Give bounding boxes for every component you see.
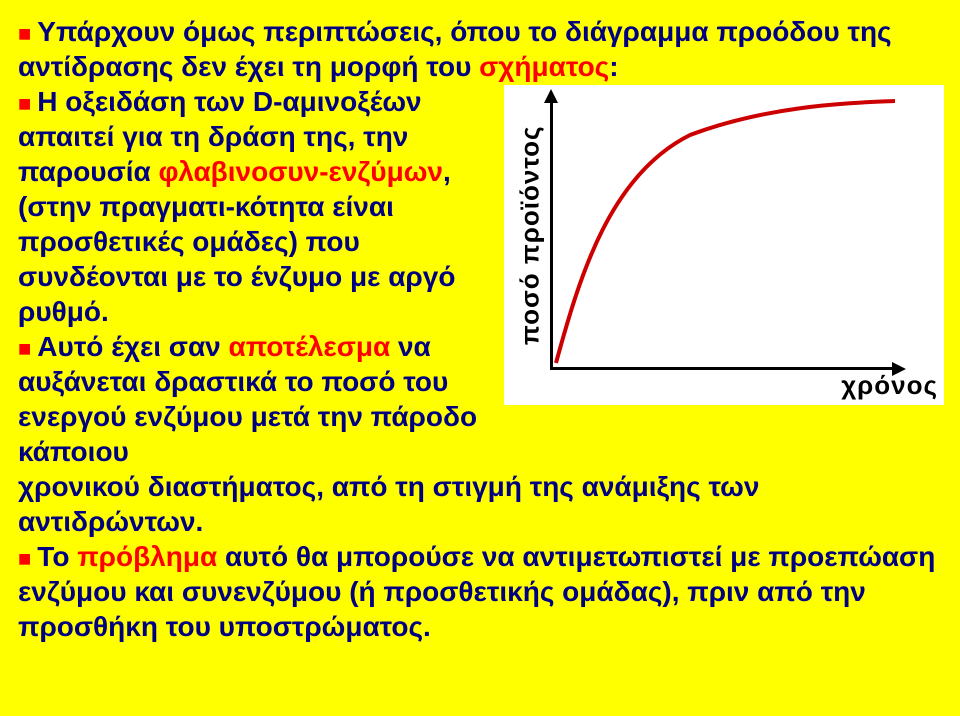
chart-curve-svg (550, 95, 900, 370)
bullet-marker-icon: ■ (18, 546, 31, 571)
y-axis-label: ποσό προϊόντος (514, 125, 547, 345)
x-axis-label: χρόνος (841, 369, 938, 402)
chart-plot-area (550, 95, 900, 370)
bullet-4-text-a: Το (37, 541, 77, 572)
bullet-marker-icon: ■ (18, 336, 31, 361)
curve-path (556, 101, 895, 363)
bullet-1-accent: σχήματος (479, 51, 609, 82)
y-axis-label-wrap: ποσό προϊόντος (512, 105, 548, 365)
bullet-3-text-c: χρονικού διαστήματος, από τη στιγμή της … (18, 471, 759, 537)
bullet-3-text-a: Αυτό έχει σαν (37, 331, 228, 362)
bullet-4: ■Το πρόβλημα αυτό θα μπορούσε να αντιμετ… (18, 539, 942, 644)
bullet-marker-icon: ■ (18, 21, 31, 46)
bullet-3-wide: χρονικού διαστήματος, από τη στιγμή της … (18, 469, 942, 539)
bullet-3-narrow: ■Αυτό έχει σαν αποτέλεσμα να αυξάνεται δ… (18, 329, 488, 469)
slide: ποσό προϊόντος χρόνος ■Υπάρχουν όμως περ… (0, 0, 960, 716)
bullet-1-text-b: : (609, 51, 618, 82)
bullet-1-text-a: Υπάρχουν όμως περιπτώσεις, όπου το διάγρ… (18, 16, 892, 82)
bullet-marker-icon: ■ (18, 91, 31, 116)
bullet-4-accent: πρόβλημα (77, 541, 217, 572)
bullet-1: ■Υπάρχουν όμως περιπτώσεις, όπου το διάγ… (18, 14, 942, 84)
bullet-2: ■Η οξειδάση των D-αμινοξέων απαιτεί για … (18, 84, 488, 329)
bullet-2-accent: φλαβινοσυν-ενζύμων (159, 156, 443, 187)
chart-box: ποσό προϊόντος χρόνος (504, 85, 944, 405)
bullet-3-accent: αποτέλεσμα (229, 331, 391, 362)
